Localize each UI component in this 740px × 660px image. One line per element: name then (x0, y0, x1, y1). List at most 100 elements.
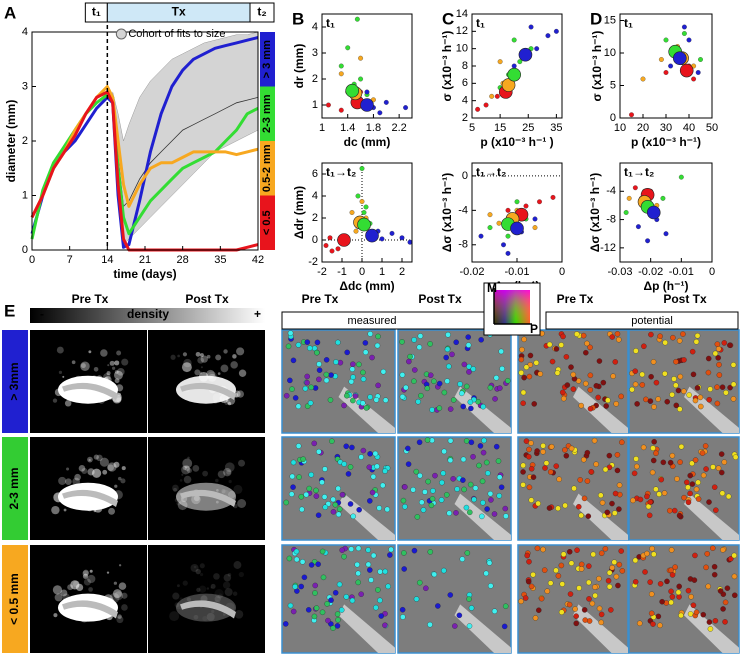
x-tick-label: 21 (139, 254, 151, 266)
scatter-point (534, 46, 540, 52)
cell-dot (563, 453, 570, 459)
row-label: > 3mm (7, 362, 21, 400)
cell-dot (447, 592, 454, 598)
cell-dot (487, 490, 494, 497)
cell-dot (675, 589, 682, 596)
cell-dot (720, 547, 726, 553)
cell-dot (376, 505, 382, 511)
cell-dot (728, 556, 734, 562)
cell-dot (314, 349, 320, 356)
density-speck (63, 508, 67, 512)
cell-dot (478, 337, 484, 343)
cell-dot (721, 340, 728, 346)
y-tick-label: 10 (604, 47, 616, 59)
group-header: measured (348, 315, 397, 327)
cell-dot (425, 478, 431, 485)
scatter-point (359, 199, 365, 204)
cell-dot (287, 330, 294, 336)
cell-dot (531, 401, 537, 407)
cell-dot (295, 443, 302, 449)
plot-frame (471, 162, 563, 263)
cell-dot (639, 371, 645, 378)
y-tick-label: -4 (458, 204, 468, 216)
cell-dot (577, 477, 583, 483)
cell-dot (422, 489, 428, 495)
density-speck (232, 591, 238, 596)
density-speck (226, 469, 232, 475)
cell-dot (657, 581, 664, 587)
cell-dot (479, 513, 485, 520)
density-speck (195, 351, 201, 357)
cell-dot (367, 394, 373, 400)
scatter-point (364, 89, 370, 95)
cell-dot (566, 601, 573, 608)
density-speck (238, 369, 247, 377)
density-speck (88, 587, 93, 592)
cell-dot (447, 457, 454, 464)
cell-dot (444, 346, 451, 353)
cell-dot (669, 594, 676, 600)
cell-dot (596, 605, 603, 612)
cell-dot (578, 402, 584, 409)
cell-dot (308, 384, 314, 391)
phase-t2-label: t₂ (257, 5, 266, 19)
cell-dot (685, 484, 691, 491)
scatter-point (528, 24, 534, 30)
cell-dot (347, 501, 354, 507)
cell-dot (372, 450, 379, 457)
group-header-box (281, 311, 513, 330)
density-speck (66, 467, 70, 471)
cell-dot (411, 337, 417, 343)
density-speck (120, 478, 126, 484)
cell-dot (334, 611, 341, 617)
cell-dot (553, 346, 560, 352)
cell-dot (298, 493, 305, 500)
scatter-point (377, 110, 383, 116)
cell-dot (472, 485, 479, 491)
cell-dot (436, 405, 443, 411)
cell-dot (526, 446, 532, 453)
cell-dot (527, 352, 534, 359)
scatter-point (338, 107, 344, 113)
density-speck (228, 479, 232, 484)
panel-letter: B (292, 9, 304, 28)
x-tick-label: -0.01 (504, 266, 529, 278)
density-speck (117, 476, 122, 481)
fit-band (112, 32, 258, 246)
cell-dot (293, 556, 300, 563)
density-blob (58, 375, 118, 404)
cell-dot (491, 608, 498, 614)
cell-dot (449, 351, 455, 358)
cell-dot (497, 385, 503, 391)
cell-dot (596, 358, 603, 364)
cell-dot (360, 447, 367, 454)
density-speck (74, 473, 81, 481)
cell-dot (382, 468, 388, 474)
cell-dot (671, 507, 678, 514)
cell-dot (471, 496, 477, 503)
density-speck (82, 573, 89, 579)
density-speck (200, 355, 208, 363)
cell-dot (443, 354, 449, 361)
cell-dot (586, 579, 592, 586)
cell-dot (669, 452, 676, 459)
density-blob (58, 482, 118, 511)
cell-dot (453, 339, 459, 345)
x-tick-label: -1 (337, 266, 347, 278)
density-speck (91, 468, 102, 478)
cell-dot (492, 396, 498, 402)
plot-frame (619, 162, 713, 263)
cell-dot (633, 348, 639, 354)
cell-dot (636, 620, 643, 627)
cell-dot (344, 392, 350, 399)
cell-dot (365, 547, 371, 553)
cell-dot (348, 546, 355, 552)
cell-dot (476, 462, 482, 469)
scatter-point (635, 224, 641, 230)
cell-dot (343, 594, 350, 600)
cell-dot (411, 547, 418, 554)
cell-dot (314, 339, 321, 346)
density-speck (114, 370, 123, 380)
row-label: 2-3 mm (7, 467, 21, 509)
